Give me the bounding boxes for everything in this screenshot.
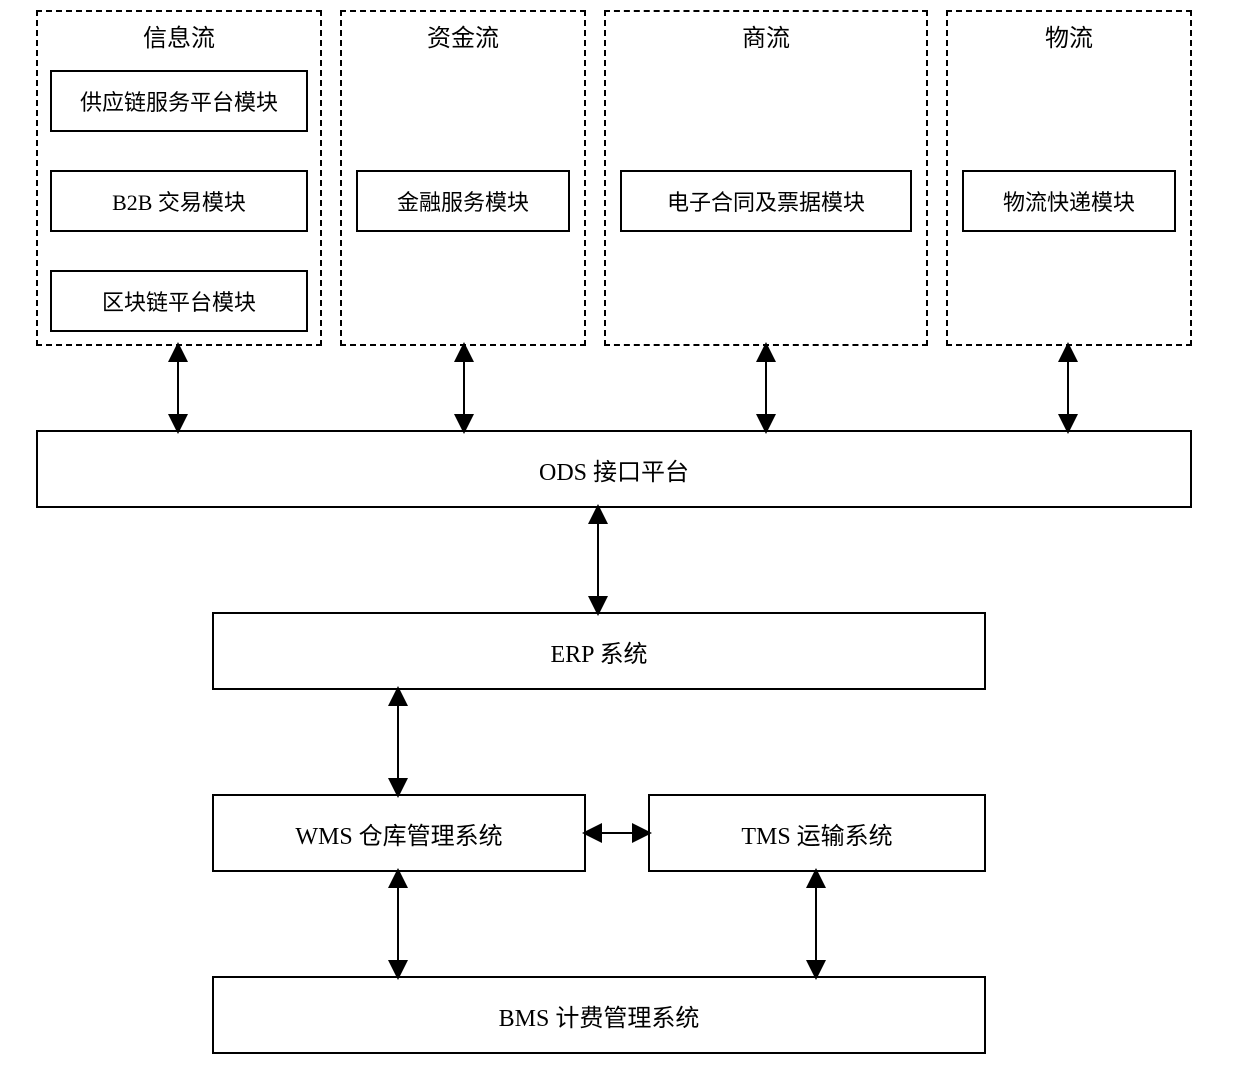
module-contract: 电子合同及票据模块 bbox=[620, 170, 912, 232]
system-bms: BMS 计费管理系统 bbox=[212, 976, 986, 1054]
system-label: ODS 接口平台 bbox=[539, 452, 689, 487]
module-label: 物流快递模块 bbox=[1003, 185, 1135, 217]
system-label: BMS 计费管理系统 bbox=[499, 998, 700, 1033]
module-label: 区块链平台模块 bbox=[102, 285, 256, 317]
category-title-info: 信息流 bbox=[38, 12, 320, 53]
diagram-canvas: 信息流 供应链服务平台模块 B2B 交易模块 区块链平台模块 资金流 金融服务模… bbox=[0, 0, 1240, 1088]
category-title-capital: 资金流 bbox=[342, 12, 584, 53]
module-label: 电子合同及票据模块 bbox=[667, 185, 865, 217]
module-label: B2B 交易模块 bbox=[112, 185, 246, 217]
module-supply-chain: 供应链服务平台模块 bbox=[50, 70, 308, 132]
system-ods: ODS 接口平台 bbox=[36, 430, 1192, 508]
category-title-commerce: 商流 bbox=[606, 12, 926, 53]
system-label: ERP 系统 bbox=[550, 634, 647, 669]
system-label: WMS 仓库管理系统 bbox=[295, 816, 502, 851]
system-label: TMS 运输系统 bbox=[741, 816, 892, 851]
category-title-logistics: 物流 bbox=[948, 12, 1190, 53]
module-label: 供应链服务平台模块 bbox=[80, 85, 278, 117]
module-blockchain: 区块链平台模块 bbox=[50, 270, 308, 332]
system-wms: WMS 仓库管理系统 bbox=[212, 794, 586, 872]
module-label: 金融服务模块 bbox=[397, 185, 529, 217]
module-b2b: B2B 交易模块 bbox=[50, 170, 308, 232]
module-express: 物流快递模块 bbox=[962, 170, 1176, 232]
module-finance: 金融服务模块 bbox=[356, 170, 570, 232]
system-tms: TMS 运输系统 bbox=[648, 794, 986, 872]
system-erp: ERP 系统 bbox=[212, 612, 986, 690]
